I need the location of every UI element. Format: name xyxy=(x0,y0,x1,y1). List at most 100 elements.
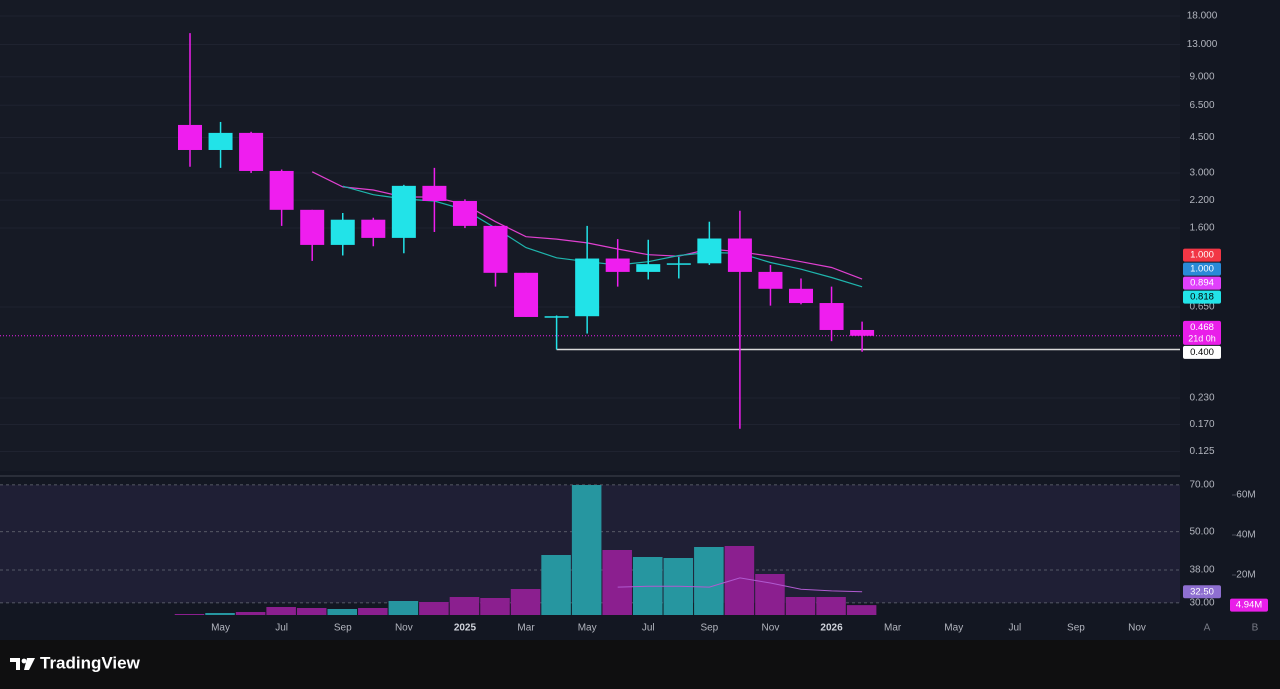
logo-mark xyxy=(24,658,35,670)
y-tick-label: 4.500 xyxy=(1189,132,1214,143)
price-label-box xyxy=(1183,290,1221,304)
candle-body xyxy=(636,264,661,272)
rsi-label: 32.50 xyxy=(1190,586,1214,597)
volume-bar xyxy=(846,605,877,615)
candle-body xyxy=(666,263,691,265)
candle-body xyxy=(727,238,752,272)
candle-body xyxy=(330,219,355,245)
candle-body xyxy=(483,225,508,273)
rsi-tick-label: 38.00 xyxy=(1189,565,1214,576)
volume-bar xyxy=(327,609,358,615)
x-tick-label: Nov xyxy=(395,623,413,634)
volume-tick-label: 60M xyxy=(1236,490,1255,501)
y-tick-label: 6.500 xyxy=(1189,100,1214,111)
x-tick-label: Nov xyxy=(762,623,780,634)
x-tick-label: Jul xyxy=(275,623,288,634)
x-tick-label: Sep xyxy=(1067,623,1085,634)
candle-body xyxy=(605,258,630,272)
volume-bar xyxy=(449,597,480,615)
x-tick-label: Sep xyxy=(700,623,718,634)
volume-bar xyxy=(174,614,205,615)
price-label-box xyxy=(1183,248,1221,262)
volume-label-box xyxy=(1230,598,1268,612)
candle-body xyxy=(391,185,416,238)
brand-name: TradingView xyxy=(40,653,141,672)
price-pane xyxy=(0,0,1180,471)
y-tick-label: 1.600 xyxy=(1189,223,1214,234)
scale-button[interactable]: A xyxy=(1204,623,1211,634)
candle-body xyxy=(789,288,813,304)
rsi-tick-label: 70.00 xyxy=(1189,480,1214,491)
y-tick-label: 18.000 xyxy=(1187,11,1218,22)
volume-bar xyxy=(266,607,296,615)
price-label: 1.000 xyxy=(1190,250,1214,261)
rsi-tick-label: 30.00 xyxy=(1189,598,1214,609)
scale-button[interactable]: B xyxy=(1252,623,1259,634)
y-tick-label: 3.000 xyxy=(1189,168,1214,179)
candle-body xyxy=(819,303,844,330)
volume-bar xyxy=(480,598,510,615)
price-label-box xyxy=(1183,262,1221,276)
candle-body xyxy=(269,170,294,210)
volume-bar xyxy=(694,547,724,615)
y-tick-label: 13.000 xyxy=(1187,39,1218,50)
candle-body xyxy=(544,316,569,318)
volume-bar xyxy=(388,601,419,615)
price-label: 0.818 xyxy=(1190,292,1214,303)
y-tick-label: 0.125 xyxy=(1189,446,1214,457)
price-label-box xyxy=(1183,345,1221,359)
volume-tick-label: 40M xyxy=(1236,530,1255,541)
volume-bar xyxy=(785,597,816,615)
volume-bar xyxy=(724,546,755,615)
x-tick-label: Mar xyxy=(517,623,535,634)
price-label: 0.894 xyxy=(1190,278,1214,289)
candle-body xyxy=(697,238,722,264)
volume-bar xyxy=(205,613,235,615)
y-tick-label: 0.170 xyxy=(1189,419,1214,430)
price-label: 0.468 xyxy=(1190,322,1214,333)
logo-mark xyxy=(10,658,20,670)
x-tick-label: Jul xyxy=(642,623,655,634)
rsi-line xyxy=(617,577,863,593)
x-tick-label: May xyxy=(211,623,230,634)
countdown-label: 21d 0h xyxy=(1188,333,1216,343)
candle-body xyxy=(208,132,233,150)
x-tick-label: May xyxy=(578,623,597,634)
candle-body xyxy=(178,124,202,150)
candle-body xyxy=(452,200,477,226)
x-tick-label: 2025 xyxy=(454,623,477,634)
x-tick-label: Nov xyxy=(1128,623,1146,634)
x-tick-label: Mar xyxy=(884,623,902,634)
footer-bar xyxy=(0,640,1280,689)
volume-bar xyxy=(235,612,266,615)
y-tick-label: 0.230 xyxy=(1189,393,1214,404)
volume-bar xyxy=(816,597,846,615)
rsi-tick-label: 50.00 xyxy=(1189,526,1214,537)
volume-bar xyxy=(419,602,449,615)
price-label-box xyxy=(1183,320,1221,345)
candle-body xyxy=(514,272,539,317)
volume-label: 4.94M xyxy=(1236,600,1262,611)
logo-mark xyxy=(21,658,27,664)
volume-bar xyxy=(296,608,327,615)
x-tick-label: Jul xyxy=(1008,623,1021,634)
candle-body xyxy=(422,185,447,201)
price-label: 0.400 xyxy=(1190,347,1214,358)
x-tick-label: May xyxy=(944,623,963,634)
volume-bar xyxy=(602,550,632,615)
y-tick-label: 2.200 xyxy=(1189,195,1214,206)
y-tick-label: 9.000 xyxy=(1189,71,1214,82)
volume-bar xyxy=(510,589,541,615)
candle-body xyxy=(758,271,783,289)
candle-body xyxy=(300,209,325,245)
logo: TradingView xyxy=(10,653,141,672)
price-label-box xyxy=(1183,276,1221,290)
candle-body xyxy=(850,329,875,336)
y-tick-label: 0.650 xyxy=(1189,302,1214,313)
x-tick-label: 2026 xyxy=(820,623,843,634)
rsi-label-box xyxy=(1183,585,1221,599)
volume-bar xyxy=(755,574,785,615)
volume-bar xyxy=(358,608,388,615)
